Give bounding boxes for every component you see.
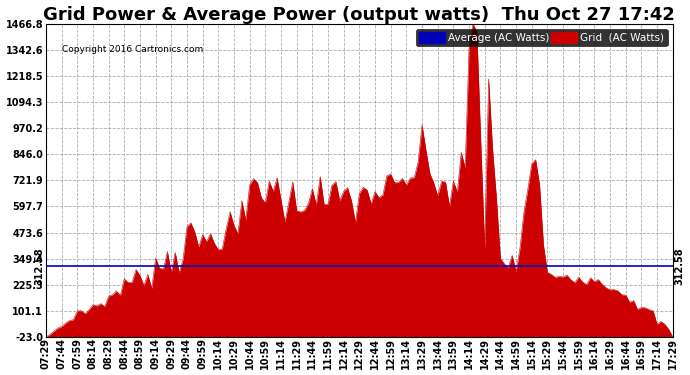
Title: Grid Power & Average Power (output watts)  Thu Oct 27 17:42: Grid Power & Average Power (output watts… xyxy=(43,6,676,24)
Text: 312.58: 312.58 xyxy=(34,248,44,285)
Text: 312.58: 312.58 xyxy=(675,248,684,285)
Text: Copyright 2016 Cartronics.com: Copyright 2016 Cartronics.com xyxy=(62,45,204,54)
Legend: Average (AC Watts), Grid  (AC Watts): Average (AC Watts), Grid (AC Watts) xyxy=(415,29,667,46)
